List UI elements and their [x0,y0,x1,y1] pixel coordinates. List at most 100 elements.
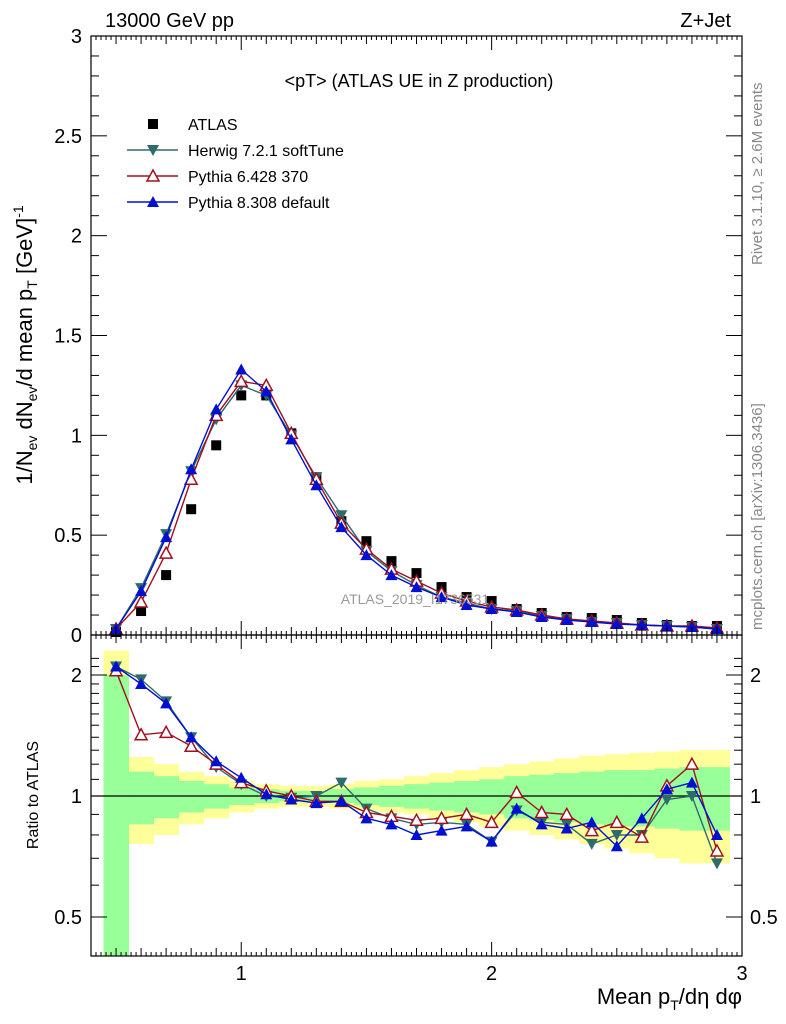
main-point-atlas [386,556,397,567]
ratio-point-pythia-8-308-default [610,840,623,852]
ratio-point-pythia-6-428-370 [459,806,474,821]
legend-marker [145,168,161,182]
ratio-point-herwig-7-2-1-softtune [685,791,698,802]
ratio-point-pythia-6-428-370 [409,812,424,827]
ratio-point-pythia-8-308-default [685,776,698,788]
y-tick-label: 1.5 [54,326,82,348]
main-point-pythia-8-308-default [335,521,348,533]
legend-label: ATLAS [188,117,238,134]
main-point-pythia-8-308-default [210,403,223,415]
ratio-uncertainty-bands [103,650,730,956]
svg-text:Mean pT/dη dφ: Mean pT/dη dφ [597,984,742,1013]
header-right: Z+Jet [680,10,731,32]
main-point-pythia-8-308-default [460,599,473,611]
main-point-pythia-8-308-default [485,603,498,615]
ratio-panel-series [91,660,742,870]
legend-label: Pythia 6.428 370 [188,169,308,186]
ratio-point-pythia-8-308-default [285,793,298,805]
ratio-y-axis-label: Ratio to ATLAS [25,741,42,849]
ratio-band-inner [153,776,180,819]
ratio-point-pythia-6-428-370 [434,810,449,825]
main-point-atlas [161,570,172,581]
ratio-y-tick-label: 0.5 [54,907,82,929]
ratio-point-pythia-6-428-370 [183,738,199,752]
x-axis-label: Mean pT/dη dφ [597,984,742,1013]
main-point-atlas [361,536,372,547]
ratio-point-pythia-6-428-370 [484,814,499,829]
ratio-point-pythia-8-308-default [635,812,648,824]
main-point-pythia-8-308-default [260,385,273,397]
ratio-point-pythia-8-308-default [210,755,223,767]
ratio-point-pythia-6-428-370 [509,784,524,799]
ratio-point-pythia-8-308-default [185,731,198,743]
main-point-pythia-6-428-370 [133,594,149,608]
legend-marker [147,196,159,207]
main-point-atlas [211,440,222,451]
main-point-pythia-8-308-default [685,621,698,633]
ratio-point-pythia-8-308-default [360,812,373,824]
ratio-y-tick-label-right: 1 [750,786,761,808]
ratio-point-pythia-8-308-default [410,828,423,840]
ratio-point-pythia-8-308-default [485,835,498,847]
ratio-point-pythia-8-308-default [260,788,273,800]
ratio-point-herwig-7-2-1-softtune [660,794,673,806]
ratio-point-pythia-8-308-default [510,802,523,814]
main-point-pythia-8-308-default [235,363,248,375]
ratio-point-pythia-8-308-default [710,828,723,840]
ratio-point-pythia-8-308-default [535,818,548,830]
main-point-pythia-8-308-default [435,591,448,603]
axis-ticks: 1 2 3 0 0.5 1 1.5 2 2.5 3 0.5 0.5 1 1 2 2 [54,26,778,985]
ratio-point-herwig-7-2-1-softtune [610,829,623,841]
x-tick-label: 3 [736,963,747,985]
main-point-pythia-8-308-default [660,620,673,632]
legend-label: Pythia 8.308 default [188,195,330,212]
main-point-pythia-8-308-default [360,549,373,561]
main-title: <pT> (ATLAS UE in Z production) [285,71,554,91]
y-tick-label: 2 [71,226,82,248]
y-tick-label: 0.5 [54,525,82,547]
main-point-atlas [186,504,197,515]
ratio-point-herwig-7-2-1-softtune [335,777,348,789]
ratio-band-inner [454,780,480,813]
main-point-pythia-8-308-default [510,606,523,618]
main-point-pythia-6-428-370 [233,373,249,388]
main-point-pythia-8-308-default [585,616,598,628]
ratio-point-herwig-7-2-1-softtune [710,858,723,870]
ratio-point-pythia-8-308-default [160,697,173,709]
main-point-pythia-8-308-default [310,479,323,491]
legend-marker [147,145,159,156]
ratio-band-inner [579,771,605,825]
ratio-band-inner [103,675,130,956]
ratio-point-pythia-8-308-default [110,660,123,672]
ratio-point-pythia-8-308-default [335,795,348,807]
svg-text:1/Nev dNev/d mean pT [GeV]-1: 1/Nev dNev/d mean pT [GeV]-1 [10,205,40,485]
ratio-band-inner [178,780,205,813]
ratio-point-pythia-8-308-default [310,797,323,809]
ratio-point-pythia-6-428-370 [133,727,149,741]
main-point-atlas [236,390,247,401]
main-point-pythia-8-308-default [535,611,548,623]
main-point-pythia-8-308-default [560,614,573,626]
main-point-pythia-6-428-370 [158,545,174,559]
watermark: ATLAS_2019_I1736531 [341,591,490,607]
ratio-y-tick-label: 1 [71,786,82,808]
y-tick-label: 0 [71,625,82,647]
header-left: 13000 GeV pp [105,10,234,32]
main-point-pythia-8-308-default [635,619,648,631]
y-tick-label: 1 [71,425,82,447]
x-tick-label: 1 [236,963,247,985]
main-y-axis-label: 1/Nev dNev/d mean pT [GeV]-1 [10,205,40,485]
y-tick-label: 3 [71,26,82,48]
legend-label: Herwig 7.2.1 softTune [188,143,344,160]
ratio-point-pythia-6-428-370 [584,823,600,837]
ratio-point-pythia-6-428-370 [634,829,650,843]
mcplots-label: mcplots.cern.ch [arXiv:1306.3436] [749,403,766,630]
main-point-atlas [136,606,147,617]
legend: ATLAS Herwig 7.2.1 softTune Pythia 6.428 3… [127,117,344,212]
main-panel-series [108,363,725,638]
y-tick-label: 2.5 [54,126,82,148]
ratio-point-pythia-8-308-default [385,818,398,830]
ratio-point-pythia-8-308-default [560,822,573,834]
ratio-point-herwig-7-2-1-softtune [585,838,598,850]
